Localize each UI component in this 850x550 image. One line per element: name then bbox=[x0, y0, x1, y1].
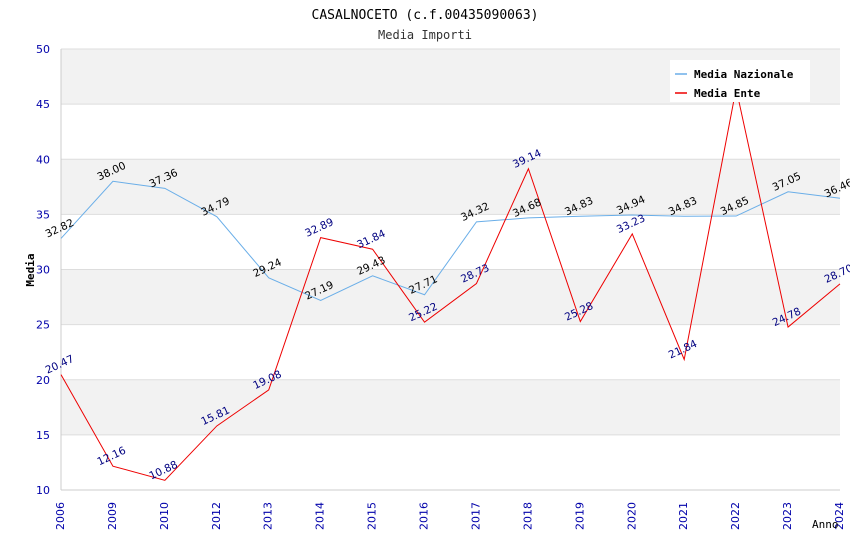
x-axis-ticks: 2006 2009 2010 2012 2013 2014 2015 2016 2017 2018… bbox=[54, 502, 846, 530]
legend-label-nazionale: Media Nazionale bbox=[694, 68, 794, 81]
x-tick-label: 2018 bbox=[521, 502, 534, 530]
x-tick-label: 2009 bbox=[106, 502, 119, 530]
legend: Media Nazionale Media Ente bbox=[670, 60, 810, 102]
y-tick-label: 10 bbox=[36, 484, 50, 497]
series-line-media-nazionale bbox=[60, 180, 841, 302]
x-tick-label: 2016 bbox=[418, 502, 431, 530]
data-label: 20.47 bbox=[44, 353, 76, 377]
y-axis-ticks: 10 15 20 25 30 35 40 45 50 bbox=[36, 43, 50, 497]
grid-band bbox=[61, 379, 840, 435]
x-tick-label: 2021 bbox=[677, 502, 690, 530]
chart-title: CASALNOCETO (c.f.00435090063) bbox=[312, 8, 539, 23]
data-label: 32.89 bbox=[303, 216, 335, 240]
series-line-media-ente bbox=[60, 88, 841, 481]
legend-label-ente: Media Ente bbox=[694, 87, 761, 100]
y-axis-label: Media bbox=[24, 253, 37, 286]
legend-box bbox=[670, 60, 810, 102]
x-tick-label: 2006 bbox=[54, 502, 67, 530]
x-tick-label: 2024 bbox=[833, 502, 846, 530]
grid-band bbox=[61, 269, 840, 325]
series-lines bbox=[60, 88, 841, 481]
x-tick-label: 2023 bbox=[781, 502, 794, 530]
y-tick-label: 45 bbox=[36, 98, 50, 111]
x-tick-label: 2010 bbox=[158, 502, 171, 530]
gridlines bbox=[61, 48, 840, 491]
data-label: 31.84 bbox=[355, 228, 388, 252]
y-tick-label: 50 bbox=[36, 43, 50, 56]
grid-band bbox=[61, 159, 840, 215]
plot-background bbox=[61, 49, 840, 435]
x-tick-label: 2012 bbox=[210, 502, 223, 530]
data-label: 10.88 bbox=[147, 459, 179, 483]
y-tick-label: 30 bbox=[36, 264, 50, 277]
x-tick-label: 2014 bbox=[314, 502, 327, 530]
x-tick-label: 2015 bbox=[366, 502, 379, 530]
chart-subtitle: Media Importi bbox=[378, 28, 472, 42]
x-tick-label: 2020 bbox=[625, 502, 638, 530]
x-axis-label: Anno bbox=[812, 518, 839, 531]
x-tick-label: 2019 bbox=[573, 502, 586, 530]
x-tick-label: 2017 bbox=[469, 502, 482, 530]
y-tick-label: 20 bbox=[36, 374, 50, 387]
axes bbox=[60, 49, 840, 491]
x-tick-label: 2013 bbox=[262, 502, 275, 530]
x-tick-label: 2022 bbox=[729, 502, 742, 530]
y-tick-label: 35 bbox=[36, 208, 50, 221]
y-tick-label: 25 bbox=[36, 319, 50, 332]
y-tick-label: 40 bbox=[36, 153, 50, 166]
y-tick-label: 15 bbox=[36, 429, 50, 442]
